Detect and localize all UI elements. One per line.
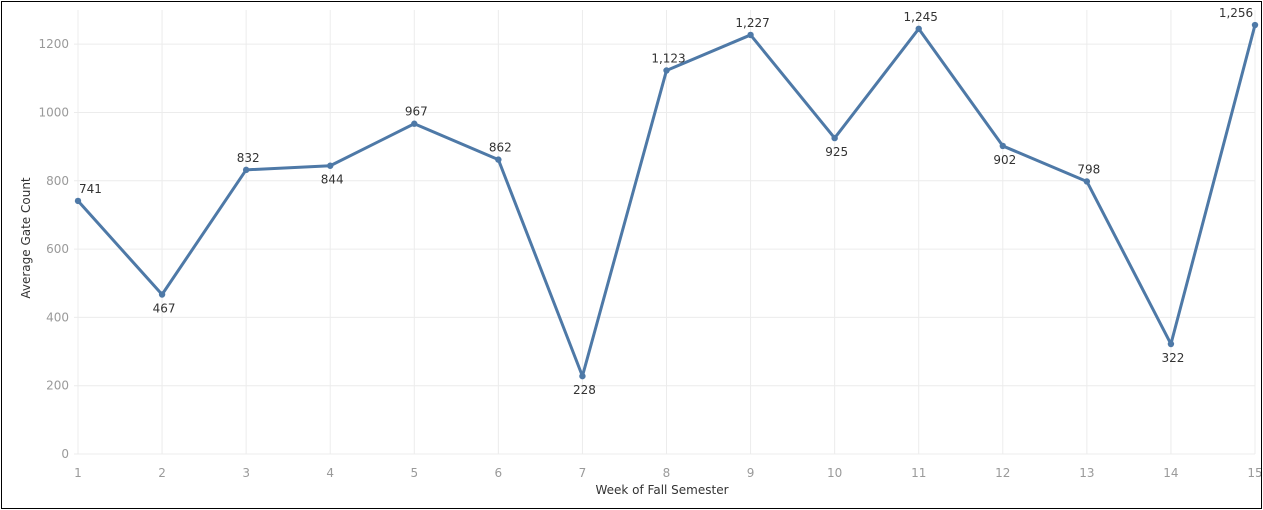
data-label: 322 (1161, 351, 1184, 365)
x-tick-label: 13 (1079, 466, 1094, 480)
data-point (158, 291, 166, 298)
data-label: 1,227 (735, 16, 769, 30)
y-tick-label: 1200 (38, 37, 69, 51)
data-label: 967 (405, 105, 428, 119)
x-tick-label: 10 (827, 466, 842, 480)
y-axis-title: Average Gate Count (19, 177, 33, 299)
y-tick-label: 400 (46, 310, 69, 324)
data-point (1251, 21, 1259, 29)
x-tick-label: 11 (911, 466, 926, 480)
y-tick-label: 200 (46, 379, 69, 393)
x-tick-label: 7 (579, 466, 587, 480)
data-point (495, 156, 502, 163)
x-tick-label: 2 (158, 466, 166, 480)
data-label: 1,123 (651, 51, 685, 65)
data-labels: 741 467 832 844 967 862 228 1,123 1,227 925 1,245 9… (79, 6, 1253, 397)
series-line (74, 21, 1259, 380)
x-tick-label: 5 (410, 466, 418, 480)
x-tick-label: 8 (663, 466, 671, 480)
data-point (1167, 340, 1175, 348)
data-label: 741 (79, 182, 102, 196)
x-tick-label: 6 (495, 466, 503, 480)
gridlines (74, 10, 1256, 455)
data-label: 228 (573, 383, 596, 397)
y-tick-label: 600 (46, 242, 69, 256)
data-point (327, 162, 334, 169)
x-tick-label: 9 (747, 466, 755, 480)
data-label: 1,245 (904, 10, 938, 24)
data-point (663, 67, 670, 74)
x-tick-label: 15 (1247, 466, 1261, 480)
data-point (1083, 178, 1091, 185)
data-label: 832 (237, 151, 260, 165)
x-tick-label: 14 (1163, 466, 1178, 480)
y-tick-label: 1000 (38, 105, 69, 119)
x-tick-label: 12 (995, 466, 1010, 480)
data-point (999, 142, 1006, 150)
x-axis-ticks: 123456789101112131415 (74, 466, 1261, 480)
data-label: 862 (489, 141, 512, 155)
y-tick-label: 0 (61, 447, 69, 461)
data-point (831, 134, 838, 142)
data-point (74, 197, 82, 205)
x-axis-title: Week of Fall Semester (595, 483, 728, 497)
data-label: 844 (321, 173, 344, 187)
data-label: 1,256 (1219, 6, 1253, 20)
data-label: 925 (825, 145, 848, 159)
data-label: 902 (993, 153, 1016, 167)
data-label: 467 (153, 302, 176, 316)
data-point (579, 372, 586, 380)
data-point (411, 120, 418, 127)
y-axis-ticks: 0 200 400 600 800 1000 1200 (38, 37, 69, 461)
y-tick-label: 800 (46, 174, 69, 188)
data-point (242, 166, 250, 174)
x-tick-label: 4 (326, 466, 334, 480)
data-label: 798 (1077, 162, 1100, 176)
x-tick-label: 3 (242, 466, 250, 480)
data-point (915, 25, 922, 32)
data-point (747, 31, 754, 39)
x-tick-label: 1 (74, 466, 82, 480)
